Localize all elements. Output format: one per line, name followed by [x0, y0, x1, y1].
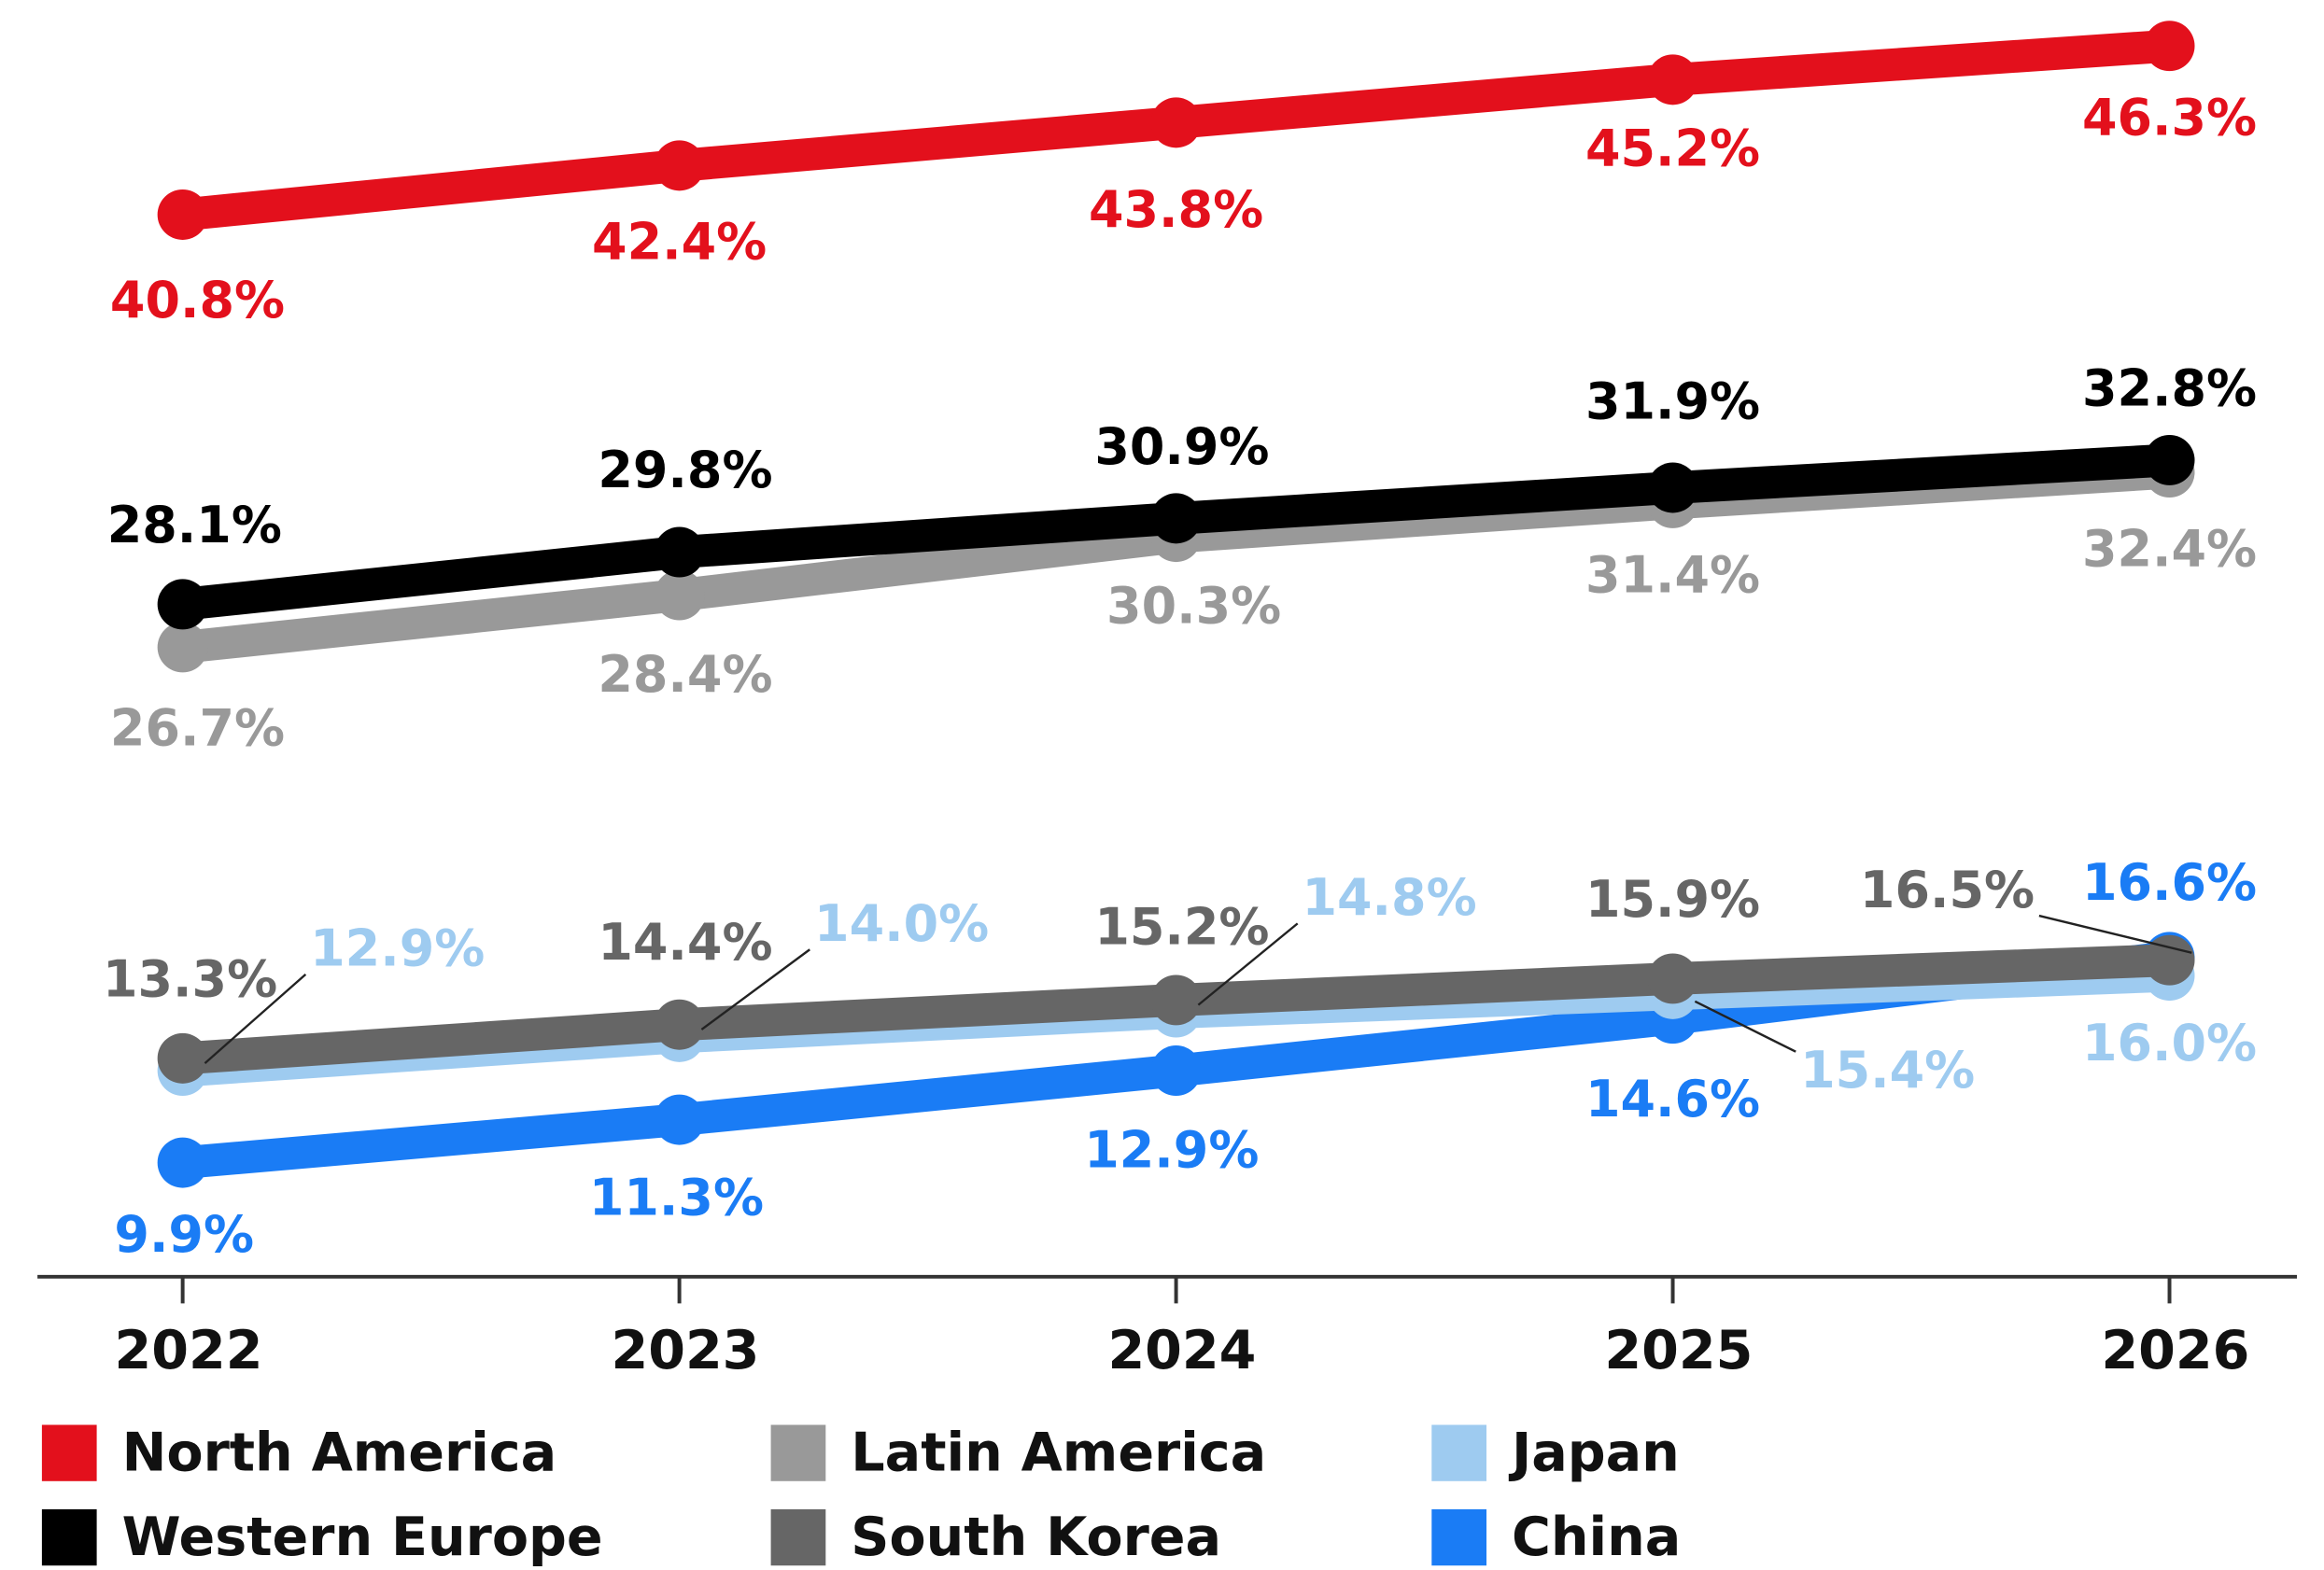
data-label: 13.3%	[103, 950, 277, 1009]
leader-line	[700, 948, 810, 1030]
data-label: 15.9%	[1585, 870, 1760, 929]
data-label: 12.9%	[1084, 1121, 1259, 1180]
data-label: 16.6%	[2082, 853, 2257, 912]
data-label: 16.0%	[2082, 1014, 2257, 1072]
data-label: 14.0%	[814, 894, 989, 953]
point	[157, 1032, 208, 1084]
legend-swatch	[41, 1508, 97, 1566]
point	[654, 1094, 705, 1145]
point	[1150, 493, 1202, 544]
data-label: 9.9%	[114, 1205, 254, 1264]
point	[654, 526, 705, 578]
legend-swatch	[1431, 1508, 1487, 1566]
data-label: 42.4%	[592, 213, 767, 272]
data-label: 31.9%	[1585, 371, 1760, 430]
point	[1150, 1045, 1202, 1096]
point	[654, 140, 705, 191]
x-tick-label: 2023	[611, 1320, 759, 1381]
legend-label: China	[1512, 1507, 1681, 1568]
data-label: 15.2%	[1094, 897, 1269, 956]
x-tick-label: 2022	[115, 1320, 263, 1381]
point	[157, 189, 208, 240]
legend-swatch	[770, 1424, 826, 1481]
data-label: 31.4%	[1585, 546, 1760, 605]
data-label: 30.9%	[1094, 417, 1269, 476]
data-label: 28.4%	[598, 645, 772, 704]
data-label: 32.8%	[2082, 359, 2257, 418]
point	[2144, 934, 2195, 986]
data-label: 32.4%	[2082, 519, 2257, 578]
leader-line	[1197, 922, 1299, 1006]
point	[1647, 54, 1698, 105]
data-label: 14.6%	[1585, 1070, 1760, 1128]
point	[1647, 462, 1698, 513]
data-label: 40.8%	[110, 271, 285, 329]
data-label: 28.1%	[107, 496, 282, 554]
point	[654, 569, 705, 621]
data-label: 16.5%	[1860, 861, 2035, 919]
data-label: 46.3%	[2082, 89, 2257, 147]
leader-line	[1694, 1000, 1796, 1053]
x-tick-label: 2026	[2101, 1320, 2249, 1381]
legend-label: Japan	[1508, 1422, 1680, 1483]
point	[157, 622, 208, 673]
point	[2144, 434, 2195, 485]
data-label: 14.8%	[1303, 868, 1477, 927]
data-label: 45.2%	[1585, 119, 1760, 178]
legend-label: Latin America	[851, 1422, 1266, 1483]
point	[654, 999, 705, 1050]
data-label: 14.4%	[598, 913, 772, 972]
legend-label: Western Europe	[122, 1507, 603, 1568]
data-label: 11.3%	[589, 1169, 764, 1227]
point	[1150, 974, 1202, 1026]
data-label: 15.4%	[1800, 1041, 1975, 1100]
legend-label: North America	[122, 1422, 557, 1483]
legend-swatch	[770, 1508, 826, 1566]
x-tick-label: 2025	[1604, 1320, 1753, 1381]
point	[157, 1137, 208, 1188]
data-label: 29.8%	[598, 441, 772, 499]
data-label: 30.3%	[1106, 576, 1281, 635]
data-label: 26.7%	[110, 699, 285, 758]
leader-line	[2038, 914, 2192, 954]
point	[1647, 953, 1698, 1004]
point	[2144, 21, 2195, 72]
leader-line	[204, 973, 307, 1064]
data-label: 12.9%	[310, 919, 485, 978]
legend-swatch	[41, 1424, 97, 1481]
data-label: 43.8%	[1089, 180, 1263, 239]
legend-swatch	[1431, 1424, 1487, 1481]
x-tick-label: 2024	[1107, 1320, 1256, 1381]
legend-label: South Korea	[851, 1507, 1221, 1568]
point	[157, 579, 208, 630]
point	[1150, 97, 1202, 148]
